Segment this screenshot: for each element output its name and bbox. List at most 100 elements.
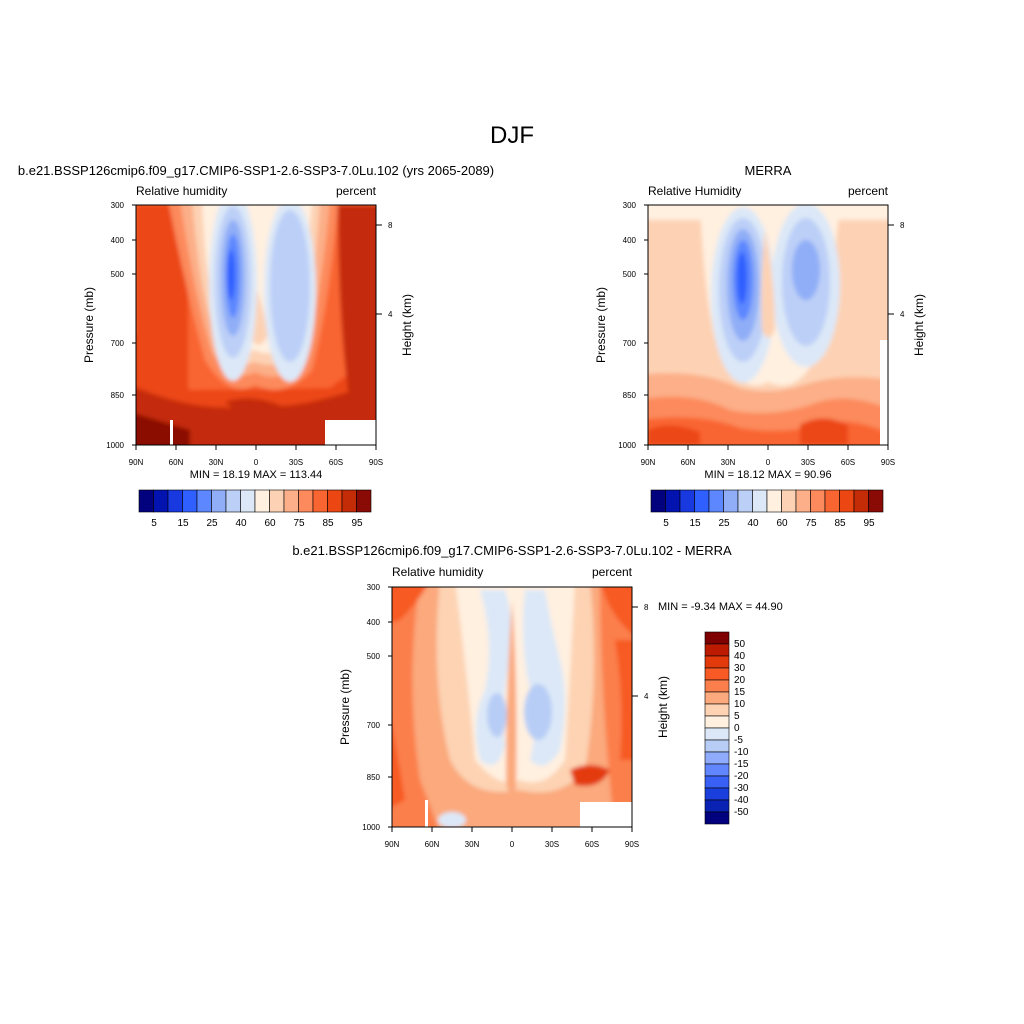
colorbar-swatch	[868, 489, 884, 513]
x-tick-label: 30S	[289, 458, 303, 467]
colorbar-swatch	[704, 679, 730, 693]
merra-ylabel-right: Height (km)	[912, 294, 926, 356]
y-tick-label: 1000	[618, 441, 636, 450]
colorbar-swatch	[650, 489, 666, 513]
x-tick-label: 0	[766, 458, 771, 467]
model-panel-title: b.e21.BSSP126cmip6.f09_g17.CMIP6-SSP1-2.…	[18, 163, 494, 178]
colorbar-label: 50	[734, 639, 746, 650]
model-variable-label: Relative humidity	[136, 184, 227, 198]
x-tick-label: 60S	[329, 458, 343, 467]
y-tick-label: 300	[623, 201, 637, 210]
colorbar-swatch	[225, 489, 241, 513]
y-tick-label: 500	[111, 270, 125, 279]
x-tick-label: 30N	[465, 840, 480, 849]
x-tick-label: 60N	[169, 458, 184, 467]
colorbar-swatch	[283, 489, 299, 513]
colorbar-swatch	[737, 489, 753, 513]
colorbar-swatch	[312, 489, 328, 513]
colorbar-swatch	[298, 489, 314, 513]
colorbar-label: 25	[718, 518, 730, 529]
merra-contour-field	[648, 205, 888, 445]
colorbar-label: 15	[734, 687, 746, 698]
model-y-ticks: 300 400 500 700 850 1000	[106, 201, 136, 450]
colorbar-label: 20	[734, 675, 746, 686]
colorbar-swatch	[327, 489, 343, 513]
colorbar-swatch	[138, 489, 154, 513]
colorbar-swatch	[341, 489, 357, 513]
colorbar-label: 85	[834, 518, 846, 529]
model-units-label: percent	[336, 184, 377, 198]
colorbar-swatch	[356, 489, 372, 513]
colorbar-label: 40	[734, 651, 746, 662]
colorbar-label: 30	[734, 663, 746, 674]
figure-title: DJF	[490, 122, 534, 149]
y-tick-label: 1000	[106, 441, 124, 450]
x-tick-label: 30S	[545, 840, 559, 849]
colorbar-label: 10	[734, 699, 746, 710]
colorbar-swatch	[153, 489, 169, 513]
merra-ylabel: Pressure (mb)	[594, 287, 608, 363]
colorbar-swatch	[269, 489, 285, 513]
x-tick-label: 90N	[641, 458, 656, 467]
difference-colorbar: 50 40 30 20 15 10 5 0 -5 -10 -15 -20 -30…	[704, 631, 749, 825]
difference-panel-title: b.e21.BSSP126cmip6.f09_g17.CMIP6-SSP1-2.…	[292, 543, 732, 558]
colorbar-label: 5	[663, 518, 669, 529]
merra-panel-title: MERRA	[745, 163, 792, 178]
colorbar-swatch	[704, 655, 730, 669]
colorbar-swatch	[795, 489, 811, 513]
colorbar-label: 95	[351, 518, 363, 529]
merra-height-ticks: 8 4	[888, 221, 905, 319]
x-tick-label: 60N	[425, 840, 440, 849]
difference-panel: b.e21.BSSP126cmip6.f09_g17.CMIP6-SSP1-2.…	[292, 543, 782, 849]
colorbar-label: 25	[206, 518, 218, 529]
merra-x-ticks: 90N 60N 30N 0 30S 60S 90S	[641, 445, 895, 467]
x-tick-label: 60S	[841, 458, 855, 467]
colorbar-swatches	[704, 631, 730, 825]
x-tick-label: 90S	[369, 458, 383, 467]
y-tick-label: 500	[367, 652, 381, 661]
colorbar-swatch	[810, 489, 826, 513]
difference-ylabel-right: Height (km)	[656, 676, 670, 738]
colorbar-swatch	[704, 703, 730, 717]
x-tick-label: 30N	[721, 458, 736, 467]
height-tick-label: 4	[388, 310, 393, 319]
colorbar-label: -10	[734, 747, 749, 758]
y-tick-label: 700	[111, 339, 125, 348]
height-tick-label: 4	[644, 692, 649, 701]
colorbar-swatch	[704, 763, 730, 777]
colorbar-swatch	[167, 489, 183, 513]
merra-variable-label: Relative Humidity	[648, 184, 741, 198]
colorbar-swatch	[704, 811, 730, 825]
colorbar-swatch	[766, 489, 782, 513]
x-tick-label: 60S	[585, 840, 599, 849]
colorbar-label: -50	[734, 807, 749, 818]
difference-ylabel: Pressure (mb)	[338, 669, 352, 745]
colorbar-swatches	[138, 489, 372, 513]
y-tick-label: 300	[367, 583, 381, 592]
x-tick-label: 60N	[681, 458, 696, 467]
colorbar-label: 15	[689, 518, 701, 529]
colorbar-swatch	[752, 489, 768, 513]
colorbar-label: -20	[734, 771, 749, 782]
model-colorbar: 5 15 25 40 60 75 85 95	[138, 489, 372, 529]
colorbar-swatch	[853, 489, 869, 513]
colorbar-label: -5	[734, 735, 743, 746]
model-stats: MIN = 18.19 MAX = 113.44	[190, 469, 322, 481]
model-x-ticks: 90N 60N 30N 0 30S 60S 90S	[129, 445, 383, 467]
colorbar-swatch	[781, 489, 797, 513]
x-tick-label: 90N	[129, 458, 144, 467]
colorbar-swatch	[704, 667, 730, 681]
colorbar-swatch	[839, 489, 855, 513]
y-tick-label: 300	[111, 201, 125, 210]
colorbar-swatch	[708, 489, 724, 513]
colorbar-label: 0	[734, 723, 740, 734]
colorbar-swatch	[704, 691, 730, 705]
colorbar-swatch	[824, 489, 840, 513]
colorbar-swatch	[704, 739, 730, 753]
colorbar-label: 40	[235, 518, 247, 529]
colorbar-label: -15	[734, 759, 749, 770]
height-tick-label: 8	[644, 603, 649, 612]
colorbar-swatch	[182, 489, 198, 513]
colorbar-label: 75	[805, 518, 817, 529]
